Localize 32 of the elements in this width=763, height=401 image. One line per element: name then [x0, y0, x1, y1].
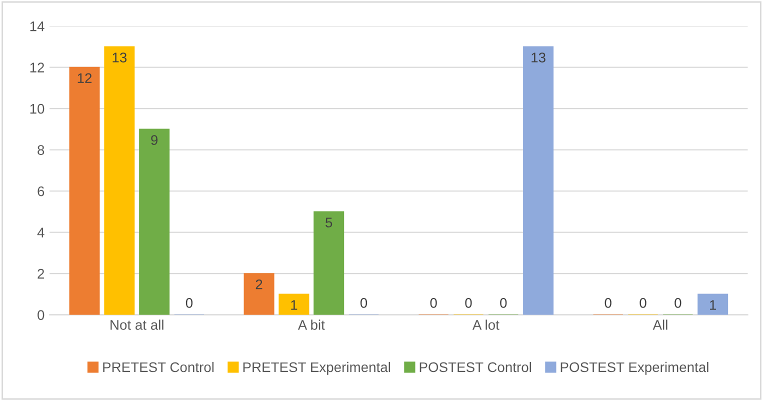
- y-tick-label: 2: [38, 268, 44, 279]
- y-tick-label: 14: [30, 22, 44, 32]
- data-label: 0: [360, 298, 368, 308]
- legend-label: PRETEST Control: [103, 362, 214, 372]
- data-label: 5: [326, 218, 332, 228]
- y-tick-label: 12: [30, 62, 44, 72]
- data-label: 13: [532, 52, 546, 62]
- data-label: 0: [640, 298, 646, 308]
- data-label: 0: [430, 298, 437, 308]
- data-label: 9: [151, 135, 158, 145]
- x-tick-label: A bit: [298, 320, 325, 330]
- y-tick-label: 6: [38, 186, 44, 196]
- data-label: 2: [256, 279, 262, 290]
- data-label: 0: [674, 298, 682, 308]
- y-tick-label: 4: [37, 228, 44, 238]
- data-label: 0: [186, 298, 193, 308]
- x-tick-label: A lot: [472, 320, 500, 330]
- data-label: 0: [500, 298, 507, 308]
- data-label: 1: [710, 300, 716, 310]
- x-tick-label: Not at all: [110, 320, 164, 330]
- data-label: 0: [465, 298, 472, 308]
- legend-label: POSTEST Experimental: [560, 362, 708, 375]
- data-label: 0: [604, 298, 612, 308]
- data-label: 12: [78, 73, 92, 83]
- legend-label: POSTEST Control: [420, 362, 532, 372]
- data-label: 1: [291, 300, 298, 310]
- y-tick-label: 10: [30, 104, 44, 114]
- y-tick-label: 8: [38, 145, 44, 155]
- legend-label: PRETEST Experimental: [243, 362, 390, 375]
- data-label: 13: [112, 52, 127, 62]
- y-tick-label: 0: [38, 310, 44, 320]
- x-tick-label: All: [652, 320, 668, 330]
